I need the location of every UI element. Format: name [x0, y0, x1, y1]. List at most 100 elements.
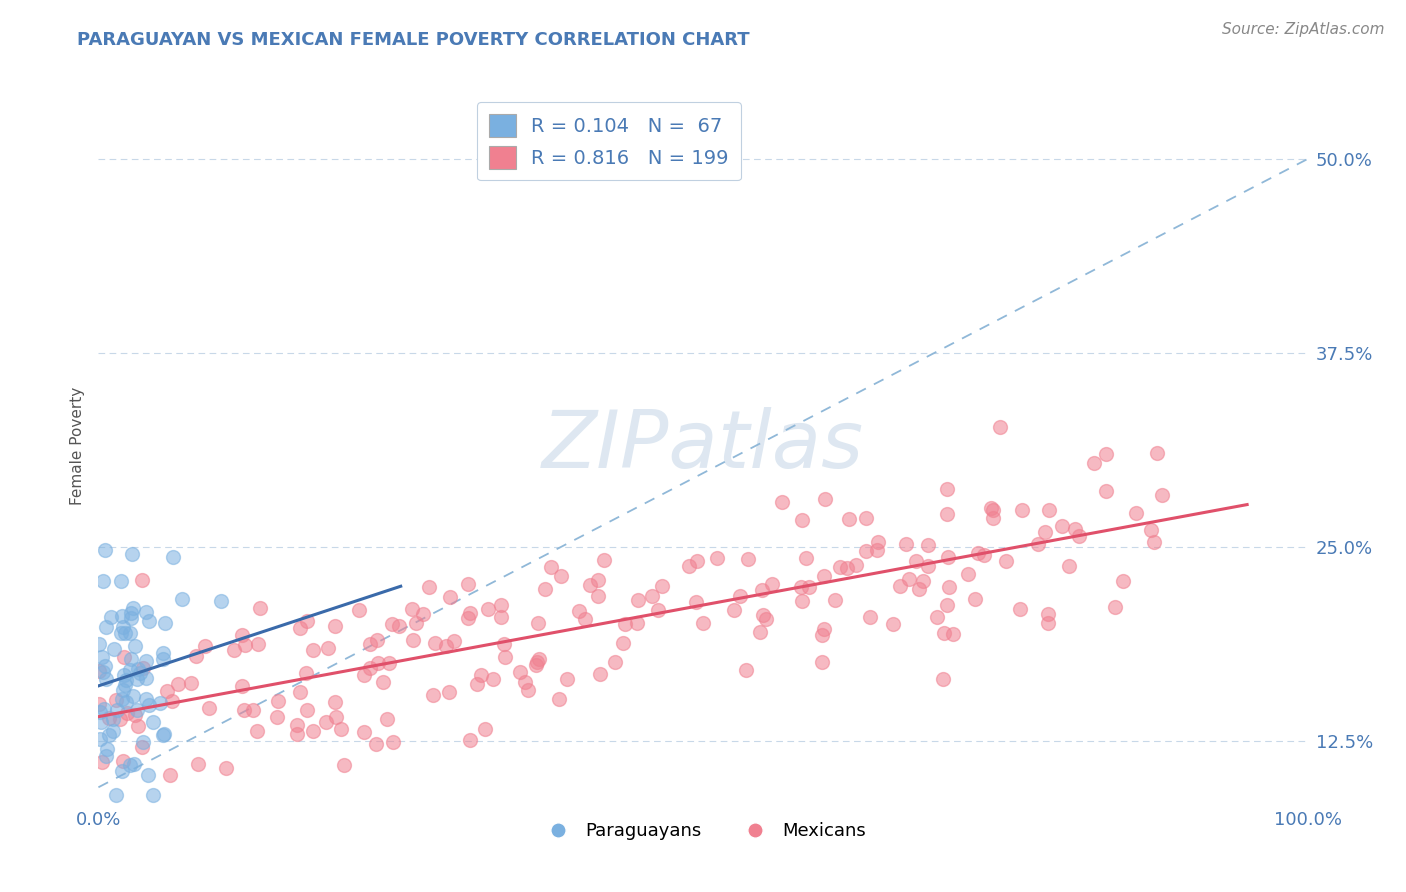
Point: [586, 590, 609, 604]
Point: [112, 683, 135, 698]
Point: [301, 724, 323, 739]
Point: [315, 715, 337, 730]
Point: [91, 665, 114, 679]
Point: [128, 665, 150, 680]
Point: [127, 662, 149, 676]
Point: [908, 582, 931, 596]
Point: [936, 598, 959, 612]
Point: [555, 673, 578, 687]
Point: [364, 737, 387, 751]
Point: [443, 634, 465, 648]
Point: [751, 583, 773, 598]
Point: [149, 697, 172, 711]
Point: [470, 667, 492, 681]
Point: [162, 549, 184, 564]
Point: [458, 606, 481, 620]
Point: [966, 546, 988, 560]
Point: [824, 592, 846, 607]
Point: [790, 593, 813, 607]
Point: [138, 698, 160, 712]
Point: [589, 667, 612, 681]
Point: [439, 590, 461, 604]
Point: [100, 609, 122, 624]
Point: [894, 537, 917, 551]
Point: [152, 652, 174, 666]
Text: ZIPatlas: ZIPatlas: [541, 407, 865, 485]
Point: [347, 602, 370, 616]
Point: [89, 664, 111, 678]
Point: [957, 567, 980, 582]
Point: [114, 625, 136, 640]
Point: [963, 591, 986, 606]
Point: [112, 667, 135, 681]
Point: [995, 554, 1018, 568]
Point: [935, 482, 957, 496]
Point: [120, 610, 142, 624]
Point: [94, 659, 117, 673]
Point: [845, 558, 868, 572]
Point: [96, 742, 118, 756]
Point: [231, 679, 253, 693]
Point: [112, 649, 135, 664]
Point: [917, 558, 939, 573]
Point: [457, 577, 479, 591]
Point: [198, 701, 221, 715]
Point: [981, 502, 1004, 516]
Point: [789, 580, 811, 594]
Point: [316, 640, 339, 655]
Point: [474, 722, 496, 736]
Point: [983, 511, 1005, 525]
Point: [131, 739, 153, 754]
Point: [685, 595, 707, 609]
Point: [761, 576, 783, 591]
Point: [418, 580, 440, 594]
Point: [124, 639, 146, 653]
Point: [131, 573, 153, 587]
Point: [1094, 447, 1116, 461]
Point: [811, 628, 834, 642]
Point: [103, 712, 125, 726]
Point: [209, 594, 232, 608]
Point: [1125, 506, 1147, 520]
Point: [586, 573, 609, 587]
Point: [882, 617, 904, 632]
Point: [120, 652, 142, 666]
Point: [285, 718, 308, 732]
Point: [1067, 529, 1090, 543]
Point: [527, 652, 550, 666]
Point: [516, 682, 538, 697]
Point: [988, 420, 1011, 434]
Point: [925, 610, 948, 624]
Point: [111, 608, 134, 623]
Point: [288, 684, 311, 698]
Point: [651, 579, 673, 593]
Point: [132, 735, 155, 749]
Point: [330, 722, 353, 736]
Point: [242, 703, 264, 717]
Point: [111, 764, 134, 779]
Point: [301, 642, 323, 657]
Point: [678, 559, 700, 574]
Point: [1140, 524, 1163, 538]
Point: [110, 626, 132, 640]
Point: [627, 593, 650, 607]
Point: [436, 639, 458, 653]
Point: [138, 768, 160, 782]
Point: [692, 616, 714, 631]
Point: [932, 672, 955, 686]
Point: [794, 550, 817, 565]
Point: [494, 649, 516, 664]
Point: [288, 621, 311, 635]
Point: [422, 688, 444, 702]
Point: [904, 554, 927, 568]
Point: [730, 589, 752, 603]
Point: [135, 605, 157, 619]
Point: [359, 637, 381, 651]
Point: [381, 735, 404, 749]
Point: [641, 590, 664, 604]
Point: [752, 607, 775, 622]
Point: [1038, 503, 1060, 517]
Point: [457, 611, 479, 625]
Point: [233, 638, 256, 652]
Point: [153, 616, 176, 631]
